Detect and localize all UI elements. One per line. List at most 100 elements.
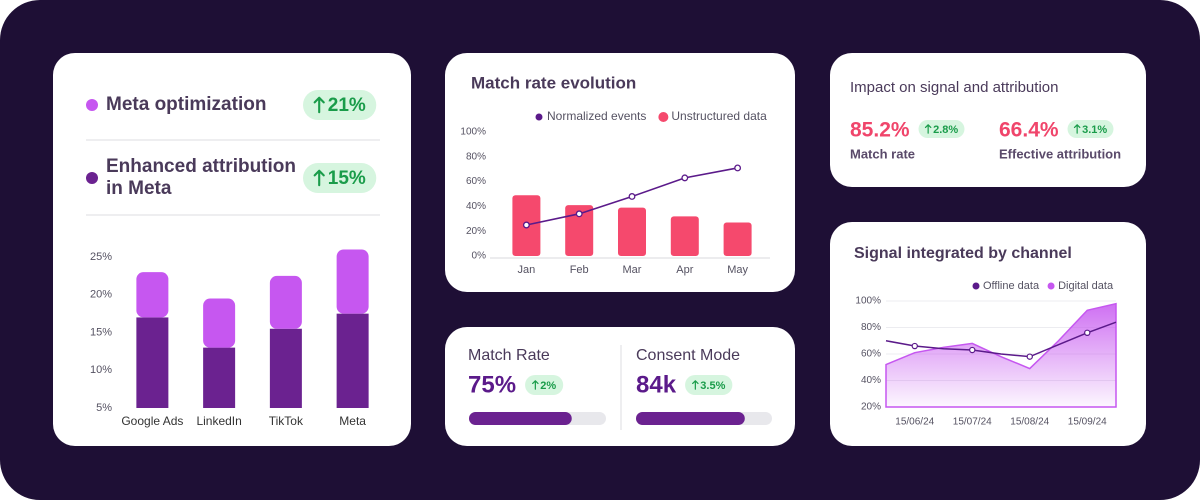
x-tick-label: Feb bbox=[570, 264, 589, 276]
y-tick-label: 100% bbox=[855, 296, 881, 307]
progress-fill bbox=[636, 412, 745, 425]
legend-dot bbox=[86, 99, 98, 111]
bar bbox=[618, 207, 646, 256]
change-badge: 2.8% bbox=[918, 120, 965, 138]
legend-dot bbox=[1047, 282, 1055, 290]
badge-text: 2.8% bbox=[933, 124, 958, 136]
bar bbox=[723, 222, 752, 256]
line-marker bbox=[734, 164, 742, 172]
y-tick-label: 20% bbox=[466, 226, 486, 237]
bar-segment bbox=[136, 272, 169, 318]
bar-segment bbox=[203, 298, 236, 348]
badge-background bbox=[303, 90, 377, 120]
y-tick-label: 20% bbox=[90, 289, 112, 301]
bar bbox=[670, 216, 699, 256]
legend-dot bbox=[535, 113, 543, 121]
legend-dot bbox=[86, 172, 98, 184]
x-tick-label: Jan bbox=[518, 264, 536, 276]
x-tick-label: Apr bbox=[676, 264, 693, 276]
legend-label: Digital data bbox=[1058, 280, 1114, 292]
x-tick-label: Mar bbox=[623, 264, 642, 276]
bar-segment bbox=[203, 347, 236, 408]
line-marker bbox=[911, 342, 918, 350]
change-badge: 21% bbox=[303, 90, 377, 120]
kpi-value: 84k bbox=[636, 371, 677, 398]
bar-segment bbox=[336, 313, 369, 408]
bar bbox=[565, 205, 594, 256]
badge-text: 3.5% bbox=[700, 380, 725, 392]
bar-segment bbox=[136, 317, 169, 408]
line-marker bbox=[628, 193, 636, 200]
progress-fill bbox=[469, 412, 572, 425]
badge-background bbox=[918, 120, 965, 138]
line-marker bbox=[575, 210, 583, 218]
change-badge: 15% bbox=[303, 163, 377, 193]
kpi-label: Consent Mode bbox=[636, 347, 740, 364]
arrow-up-icon bbox=[924, 124, 932, 134]
badge-text: 3.1% bbox=[1082, 124, 1107, 136]
badge-background bbox=[303, 163, 377, 193]
y-tick-label: 40% bbox=[861, 375, 881, 386]
kpi-value: 75% bbox=[468, 371, 516, 398]
bar-segment bbox=[269, 275, 302, 329]
badge-background bbox=[525, 375, 564, 395]
y-tick-label: 0% bbox=[472, 251, 487, 262]
card-title: Impact on signal and attribution bbox=[850, 79, 1058, 96]
x-tick-label: 15/08/24 bbox=[1010, 417, 1049, 428]
line-marker bbox=[969, 346, 976, 354]
badge-text: 15% bbox=[328, 168, 366, 189]
line-marker bbox=[681, 174, 689, 182]
badge-text: 21% bbox=[328, 95, 366, 116]
y-tick-label: 10% bbox=[90, 364, 112, 376]
x-tick-label: 15/07/24 bbox=[953, 417, 992, 428]
bar-segment bbox=[336, 249, 369, 314]
impact-label: Match rate bbox=[850, 146, 915, 161]
legend-dot bbox=[658, 112, 669, 122]
arrow-up-icon bbox=[313, 169, 325, 187]
y-tick-label: 20% bbox=[861, 402, 881, 413]
line-marker bbox=[522, 221, 530, 229]
x-tick-label: 15/09/24 bbox=[1068, 417, 1107, 428]
x-tick-label: May bbox=[727, 264, 748, 276]
legend-dot bbox=[972, 282, 980, 290]
arrow-up-icon bbox=[692, 380, 699, 390]
x-tick-label: LinkedIn bbox=[196, 414, 241, 428]
legend-label: Normalized events bbox=[547, 109, 646, 123]
y-tick-label: 100% bbox=[460, 127, 486, 138]
chart-title: Signal integrated by channel bbox=[854, 245, 1072, 262]
x-tick-label: TikTok bbox=[269, 414, 304, 428]
badge-background bbox=[685, 375, 733, 395]
line-marker bbox=[1026, 353, 1033, 360]
legend-label: Offline data bbox=[983, 280, 1040, 292]
line-marker bbox=[1084, 329, 1091, 336]
x-tick-label: Google Ads bbox=[121, 414, 183, 428]
change-badge: 3.5% bbox=[685, 375, 733, 395]
y-tick-label: 5% bbox=[96, 402, 112, 414]
bar-segment bbox=[269, 328, 302, 408]
y-tick-label: 60% bbox=[466, 176, 486, 187]
chart-title: Match rate evolution bbox=[471, 73, 636, 92]
line bbox=[885, 321, 1117, 358]
legend-label-box: Meta optimization bbox=[106, 94, 267, 115]
impact-label: Effective attribution bbox=[999, 146, 1121, 161]
badge-text: 2% bbox=[540, 380, 556, 392]
arrow-up-icon bbox=[1073, 124, 1081, 134]
y-tick-label: 80% bbox=[466, 151, 486, 162]
impact-value: 66.4% bbox=[999, 119, 1059, 142]
y-tick-label: 40% bbox=[466, 201, 486, 212]
legend-label-box: Enhanced attribution in Meta bbox=[106, 156, 296, 199]
y-tick-label: 15% bbox=[90, 326, 112, 338]
change-badge: 3.1% bbox=[1067, 120, 1114, 138]
kpi-label: Match Rate bbox=[468, 347, 550, 364]
arrow-up-icon bbox=[532, 380, 539, 390]
legend-label: Enhanced attribution in Meta bbox=[106, 156, 296, 199]
badge-background bbox=[1067, 120, 1114, 138]
impact-value: 85.2% bbox=[850, 119, 910, 142]
change-badge: 2% bbox=[525, 375, 564, 395]
legend-label: Meta optimization bbox=[106, 94, 267, 115]
card bbox=[830, 53, 1146, 187]
arrow-up-icon bbox=[313, 96, 325, 114]
y-tick-label: 80% bbox=[861, 322, 881, 333]
y-tick-label: 25% bbox=[90, 251, 112, 263]
